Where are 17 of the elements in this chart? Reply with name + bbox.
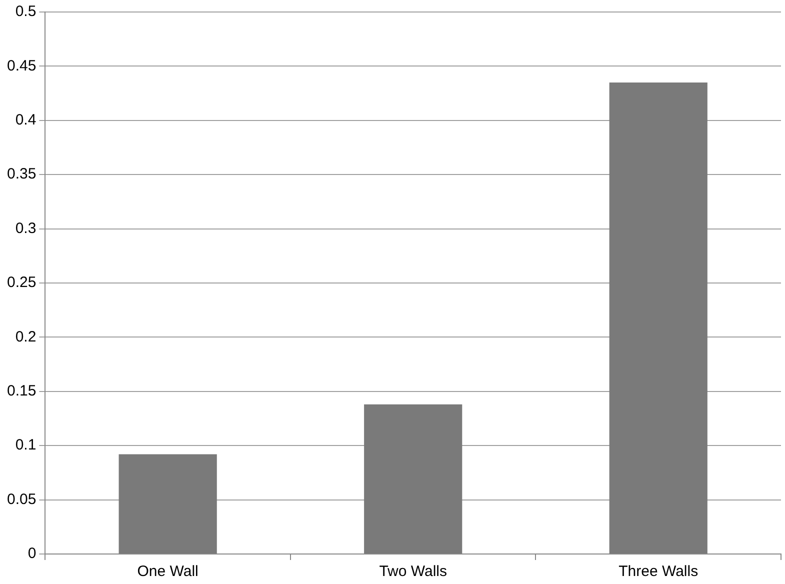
bar	[118, 454, 217, 554]
x-tick-label: Three Walls	[618, 563, 698, 580]
y-tick-label: 0.45	[6, 57, 36, 74]
y-tick-label: 0.5	[15, 3, 36, 20]
y-tick-label: 0.4	[15, 112, 36, 129]
y-tick-label: 0	[28, 545, 36, 562]
x-tick-label: Two Walls	[379, 563, 447, 580]
y-tick-label: 0.3	[15, 220, 36, 237]
y-tick-label: 0.35	[6, 166, 36, 183]
bar	[609, 82, 708, 554]
y-tick-label: 0.2	[15, 328, 36, 346]
x-tick-label: One Wall	[137, 563, 198, 580]
y-tick-label: 0.05	[6, 490, 36, 508]
y-tick-label: 0.1	[15, 436, 36, 454]
y-tick-label: 0.25	[6, 274, 36, 292]
bar	[364, 404, 462, 554]
y-tick-label: 0.15	[6, 382, 36, 400]
